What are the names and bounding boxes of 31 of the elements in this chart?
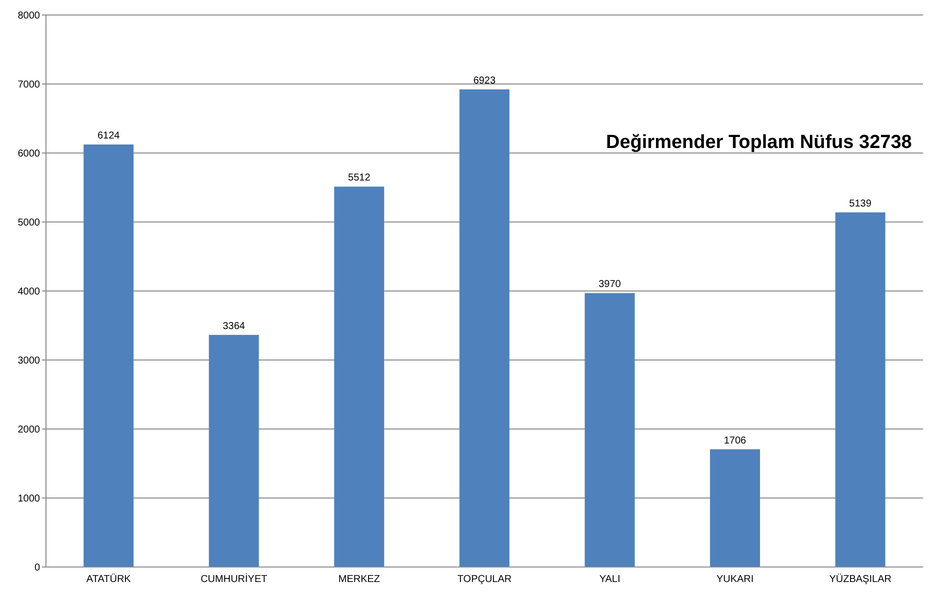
data-label: 1706	[724, 435, 747, 446]
data-label: 6923	[473, 75, 496, 86]
y-tick-label: 0	[34, 562, 40, 574]
y-tick-label: 2000	[18, 424, 40, 436]
bar	[710, 449, 760, 567]
bar	[584, 293, 635, 567]
x-tick-label: TOPÇULAR	[457, 574, 512, 586]
y-tick-label: 5000	[18, 218, 40, 229]
bar	[208, 334, 259, 567]
y-tick-label: 1000	[18, 494, 40, 505]
x-tick-label: MERKEZ	[338, 574, 380, 586]
x-tick-label: YALI	[599, 574, 620, 586]
data-label: 3970	[598, 279, 622, 290]
x-tick-label: CUMHURİYET	[200, 573, 268, 586]
x-tick-label: YUKARI	[716, 574, 754, 586]
bar	[334, 186, 384, 567]
y-tick-label: 7000	[18, 80, 40, 91]
y-tick-label: 8000	[18, 10, 40, 22]
x-tick-label: YÜZBAŞILAR	[829, 573, 892, 586]
data-label: 3364	[222, 320, 246, 332]
data-label: 6124	[97, 130, 120, 142]
text: Değirmender Toplam Nüfus 32738	[606, 132, 912, 154]
bar	[835, 212, 886, 567]
data-label: 5512	[348, 172, 371, 184]
y-tick-label: 6000	[18, 148, 40, 160]
y-tick-label: 4000	[18, 286, 40, 298]
bar	[84, 144, 134, 567]
y-tick-label: 3000	[18, 356, 40, 367]
data-label: 5139	[849, 198, 872, 210]
x-tick-label: ATATÜRK	[86, 573, 132, 586]
bar	[459, 89, 510, 567]
